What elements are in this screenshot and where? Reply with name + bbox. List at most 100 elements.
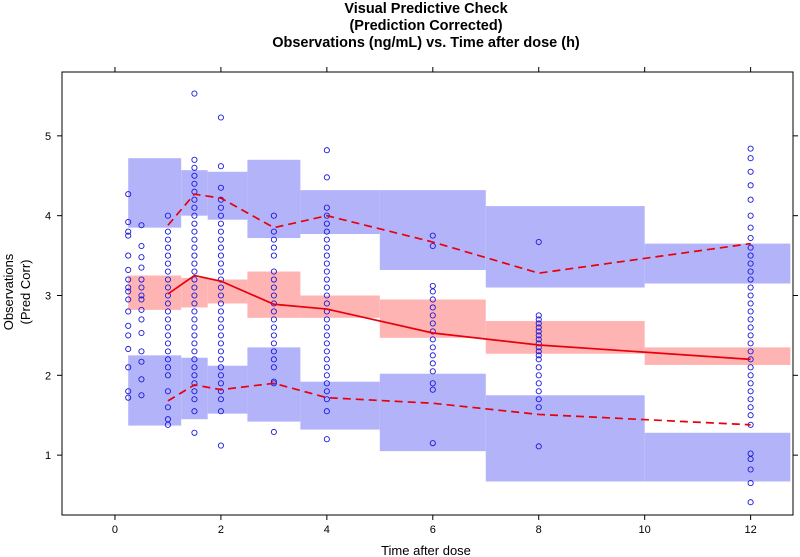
observation-point <box>747 380 754 387</box>
band-hi-bin-2 <box>181 170 208 216</box>
observation-point <box>535 348 542 355</box>
observation-point <box>138 264 145 271</box>
observation-point <box>429 336 436 343</box>
observation-point <box>747 324 754 331</box>
observation-point <box>323 284 330 291</box>
observation-point <box>270 316 277 323</box>
observation-point <box>535 443 542 450</box>
observation-point <box>747 300 754 307</box>
observation-point <box>191 380 198 387</box>
observation-point <box>747 224 754 231</box>
observation-point <box>217 236 224 243</box>
observation-point <box>164 260 171 267</box>
band-lo-bin-6 <box>379 373 486 452</box>
observation-point <box>217 268 224 275</box>
observation-point <box>217 442 224 449</box>
y-axis-label-line-2: (Pred Corr) <box>18 259 33 324</box>
observation-point <box>270 212 277 219</box>
observation-point <box>191 316 198 323</box>
observation-point <box>191 332 198 339</box>
observation-point <box>270 348 277 355</box>
observation-point <box>217 396 224 403</box>
observation-point <box>747 456 754 463</box>
observation-point <box>191 284 198 291</box>
chart-title-line-2: (Prediction Corrected) <box>349 18 502 34</box>
observation-point <box>270 308 277 315</box>
observation-point <box>270 356 277 363</box>
observation-point <box>164 268 171 275</box>
observation-point <box>270 332 277 339</box>
observation-point <box>217 364 224 371</box>
observation-point <box>535 364 542 371</box>
observation-point <box>191 276 198 283</box>
observation-point <box>270 292 277 299</box>
observation-point <box>270 276 277 283</box>
observation-point <box>191 268 198 275</box>
observation-point <box>191 180 198 187</box>
plot-border <box>61 71 794 516</box>
observation-point <box>535 352 542 359</box>
observation-point <box>747 268 754 275</box>
observation-point <box>138 376 145 383</box>
observation-point <box>429 440 436 447</box>
observation-point <box>747 404 754 411</box>
observation-point <box>138 358 145 365</box>
observation-point <box>164 228 171 235</box>
observation-point <box>535 316 542 323</box>
band-med-bin-4 <box>247 271 301 318</box>
observation-point <box>535 332 542 339</box>
observation-point <box>191 236 198 243</box>
observation-point <box>138 316 145 323</box>
x-axis-label: Time after dose <box>381 543 471 557</box>
observation-point <box>323 236 330 243</box>
observation-point <box>323 316 330 323</box>
observation-point <box>747 244 754 251</box>
chart-title-line-1: Visual Predictive Check <box>344 1 508 17</box>
observation-point <box>191 252 198 259</box>
observation-point <box>164 372 171 379</box>
observation-point <box>323 436 330 443</box>
observation-point <box>429 360 436 367</box>
observation-point <box>747 155 754 162</box>
observation-point <box>191 228 198 235</box>
observation-point <box>270 364 277 371</box>
band-med-bin-6 <box>379 299 486 338</box>
observation-point <box>535 404 542 411</box>
observation-point <box>125 232 132 239</box>
observation-point <box>747 396 754 403</box>
observation-point <box>191 364 198 371</box>
x-tick-label: 6 <box>430 524 436 536</box>
observation-point <box>747 292 754 299</box>
observation-point <box>323 364 330 371</box>
observation-point <box>125 388 132 395</box>
observation-point <box>164 236 171 243</box>
observation-point <box>747 364 754 371</box>
observation-point <box>535 336 542 343</box>
observation-point <box>191 292 198 299</box>
observation-point <box>125 252 132 259</box>
prediction-intervals <box>128 158 791 482</box>
observation-point <box>323 228 330 235</box>
observation-point <box>429 320 436 327</box>
observation-point <box>217 380 224 387</box>
observation-point <box>535 396 542 403</box>
observation-point <box>535 356 542 363</box>
observation-point <box>164 252 171 259</box>
observation-point <box>191 220 198 227</box>
observation-point <box>217 163 224 170</box>
observation-point <box>138 276 145 283</box>
band-med-bin-3 <box>207 279 248 304</box>
observation-point <box>535 324 542 331</box>
observation-point <box>747 260 754 267</box>
observation-point <box>747 284 754 291</box>
observation-point <box>217 372 224 379</box>
observation-point <box>191 244 198 251</box>
observation-point <box>323 244 330 251</box>
observation-point <box>191 340 198 347</box>
observation-point <box>217 114 224 121</box>
x-tick-label: 10 <box>639 524 651 536</box>
observation-point <box>125 266 132 274</box>
observation-point <box>191 196 198 203</box>
observation-point <box>747 168 754 175</box>
observation-point <box>747 412 754 419</box>
